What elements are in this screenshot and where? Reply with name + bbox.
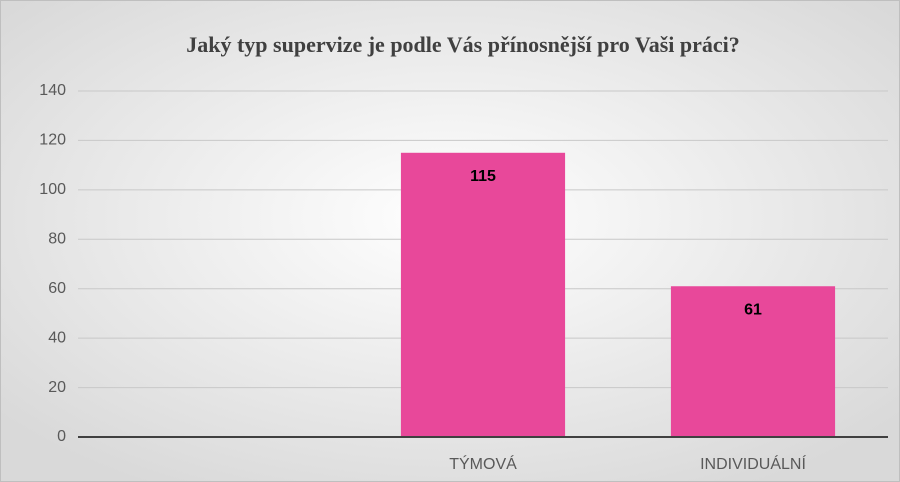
y-tick-label: 60 <box>48 280 66 297</box>
x-tick-label: TÝMOVÁ <box>449 454 517 473</box>
bar <box>400 152 566 438</box>
chart-title: Jaký typ supervize je podle Vás přínosně… <box>186 32 740 57</box>
y-tick-label: 40 <box>48 329 66 346</box>
y-tick-label: 80 <box>48 231 66 248</box>
value-label: 61 <box>744 301 762 318</box>
bar <box>670 286 836 437</box>
value-label: 115 <box>470 168 496 185</box>
y-tick-label: 0 <box>57 428 66 445</box>
y-tick-label: 120 <box>39 132 66 149</box>
x-tick-label: INDIVIDUÁLNÍ <box>700 454 806 473</box>
y-tick-label: 140 <box>39 82 66 99</box>
y-tick-label: 20 <box>48 379 66 396</box>
y-tick-label: 100 <box>39 181 66 198</box>
